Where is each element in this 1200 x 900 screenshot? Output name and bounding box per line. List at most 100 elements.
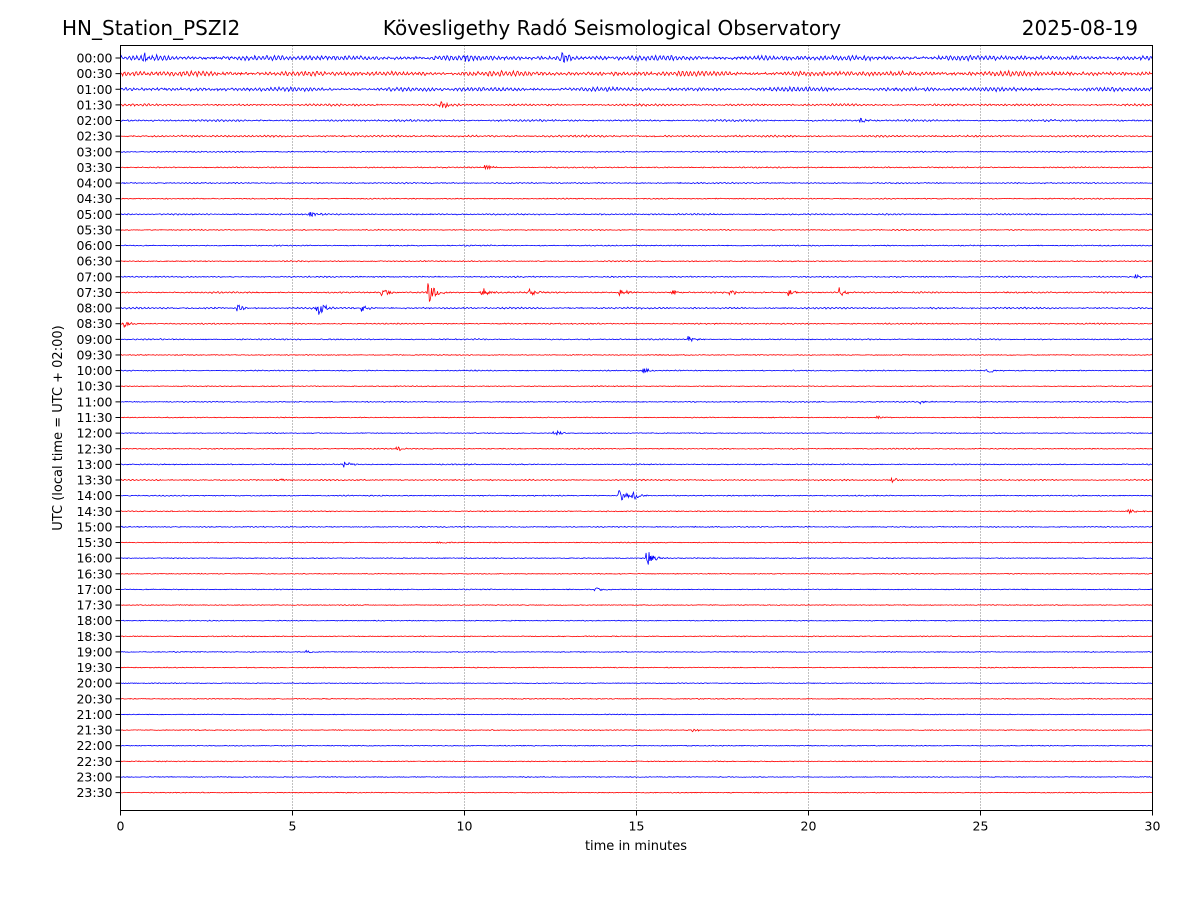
trace-20:30	[120, 697, 1153, 700]
x-tick-label-0: 0	[117, 819, 125, 834]
trace-03:30	[120, 164, 1153, 171]
trace-05:00	[120, 211, 1153, 218]
station-title: HN_Station_PSZI2	[62, 16, 240, 40]
y-tick-label-05:30: 05:30	[76, 222, 112, 237]
y-tick-label-12:30: 12:30	[76, 441, 112, 456]
y-tick-label-01:00: 01:00	[76, 82, 112, 97]
trace-19:30	[120, 666, 1153, 669]
y-tick-label-14:00: 14:00	[76, 488, 112, 503]
y-tick-label-03:30: 03:30	[76, 160, 112, 175]
y-tick-label-17:00: 17:00	[76, 582, 112, 597]
trace-11:30	[120, 415, 1153, 420]
x-tick-label-25: 25	[973, 819, 989, 834]
date-title: 2025-08-19	[1022, 16, 1138, 40]
y-tick-label-18:30: 18:30	[76, 629, 112, 644]
trace-04:00	[120, 181, 1153, 185]
trace-22:00	[120, 744, 1153, 747]
y-tick-label-10:00: 10:00	[76, 363, 112, 378]
y-tick-label-23:30: 23:30	[76, 785, 112, 800]
trace-05:30	[120, 228, 1153, 232]
trace-23:00	[120, 776, 1153, 778]
trace-09:00	[120, 335, 1153, 343]
trace-04:30	[120, 197, 1153, 200]
trace-10:30	[120, 385, 1153, 388]
trace-16:00	[120, 552, 1153, 565]
trace-14:30	[120, 508, 1153, 515]
y-tick-label-15:00: 15:00	[76, 519, 112, 534]
y-tick-label-00:00: 00:00	[76, 51, 112, 66]
y-tick-labels: 00:0000:3001:0001:3002:0002:3003:0003:30…	[76, 51, 121, 800]
x-axis-label: time in minutes	[585, 839, 687, 854]
trace-06:00	[120, 244, 1153, 247]
y-tick-label-02:00: 02:00	[76, 113, 112, 128]
trace-01:30	[120, 100, 1153, 109]
y-tick-label-06:30: 06:30	[76, 254, 112, 269]
trace-00:00	[120, 51, 1153, 63]
y-tick-label-08:30: 08:30	[76, 316, 112, 331]
trace-12:30	[120, 446, 1153, 452]
chart-title: Kövesligethy Radó Seismological Observat…	[383, 16, 841, 40]
trace-09:30	[120, 353, 1153, 356]
trace-14:00	[120, 490, 1153, 501]
plot-frame	[120, 45, 1153, 811]
y-tick-label-17:30: 17:30	[76, 598, 112, 613]
y-tick-label-20:30: 20:30	[76, 691, 112, 706]
y-tick-label-04:00: 04:00	[76, 176, 112, 191]
trace-19:00	[120, 649, 1153, 654]
y-tick-label-00:30: 00:30	[76, 66, 112, 81]
y-tick-label-11:00: 11:00	[76, 394, 112, 409]
trace-01:00	[120, 85, 1153, 93]
trace-08:30	[120, 321, 1153, 329]
x-tick-label-30: 30	[1145, 819, 1161, 834]
trace-07:30	[120, 283, 1153, 303]
y-tick-label-16:30: 16:30	[76, 566, 112, 581]
x-tick-label-20: 20	[801, 819, 817, 834]
y-axis-label: UTC (local time = UTC + 02:00)	[51, 325, 66, 530]
y-tick-label-14:30: 14:30	[76, 504, 112, 519]
y-tick-label-21:30: 21:30	[76, 723, 112, 738]
y-tick-label-12:00: 12:00	[76, 426, 112, 441]
y-tick-label-01:30: 01:30	[76, 97, 112, 112]
trace-22:30	[120, 760, 1153, 763]
y-tick-label-18:00: 18:00	[76, 613, 112, 628]
y-tick-label-10:30: 10:30	[76, 379, 112, 394]
trace-23:30	[120, 791, 1153, 794]
trace-03:00	[120, 150, 1153, 154]
y-tick-label-08:00: 08:00	[76, 301, 112, 316]
y-tick-label-11:30: 11:30	[76, 410, 112, 425]
trace-17:30	[120, 604, 1153, 607]
trace-15:00	[120, 525, 1153, 529]
trace-21:00	[120, 713, 1153, 716]
y-tick-label-02:30: 02:30	[76, 129, 112, 144]
trace-20:00	[120, 682, 1153, 685]
y-tick-label-05:00: 05:00	[76, 207, 112, 222]
x-tick-label-5: 5	[289, 819, 297, 834]
trace-11:00	[120, 400, 1153, 405]
y-tick-label-09:30: 09:30	[76, 347, 112, 362]
y-tick-label-07:30: 07:30	[76, 285, 112, 300]
trace-13:30	[120, 476, 1153, 484]
y-tick-label-09:00: 09:00	[76, 332, 112, 347]
y-tick-label-19:00: 19:00	[76, 644, 112, 659]
trace-21:30	[120, 728, 1153, 733]
x-tick-label-10: 10	[457, 819, 473, 834]
y-tick-label-13:00: 13:00	[76, 457, 112, 472]
y-tick-label-23:00: 23:00	[76, 769, 112, 784]
y-tick-label-07:00: 07:00	[76, 269, 112, 284]
x-tick-labels: 0 5 10 15 20 25 30	[117, 810, 1161, 834]
trace-18:30	[120, 635, 1153, 638]
trace-12:00	[120, 429, 1153, 436]
y-tick-label-22:00: 22:00	[76, 738, 112, 753]
trace-18:00	[120, 619, 1153, 622]
trace-08:00	[120, 304, 1153, 315]
trace-10:00	[120, 367, 1153, 374]
trace-16:30	[120, 572, 1153, 575]
y-tick-label-22:30: 22:30	[76, 754, 112, 769]
trace-15:30	[120, 541, 1153, 544]
y-tick-label-19:30: 19:30	[76, 660, 112, 675]
trace-02:00	[120, 117, 1153, 123]
trace-00:30	[120, 69, 1153, 78]
y-tick-label-04:30: 04:30	[76, 191, 112, 206]
y-tick-label-15:30: 15:30	[76, 535, 112, 550]
